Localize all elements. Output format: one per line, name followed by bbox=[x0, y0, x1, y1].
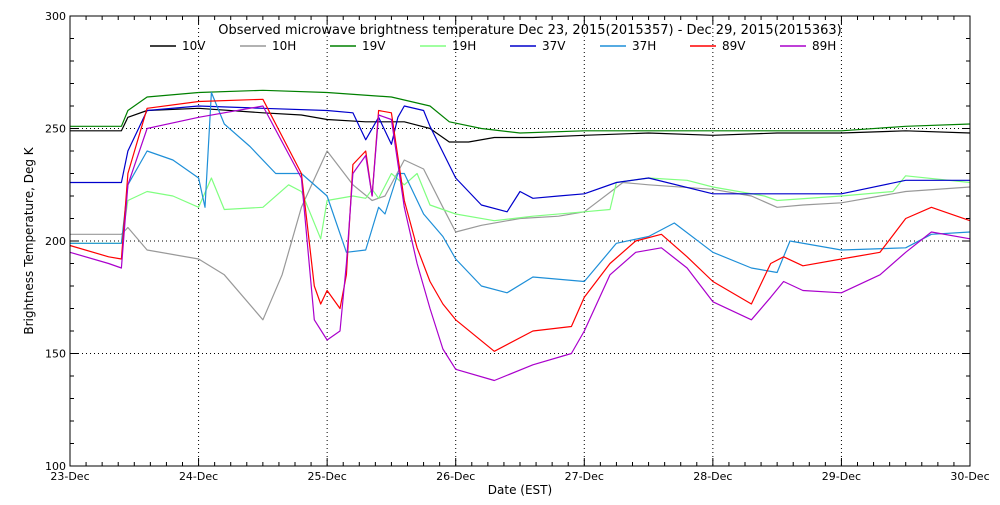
series-line-89h bbox=[69, 105, 971, 382]
series-line-37v bbox=[70, 105, 970, 213]
legend-label-37h: 37H bbox=[632, 39, 656, 53]
x-tick-label: 23-Dec bbox=[50, 470, 89, 483]
x-tick-label: 25-Dec bbox=[308, 470, 347, 483]
series-line-10v bbox=[70, 107, 971, 143]
grid-layer bbox=[70, 16, 970, 466]
series-line-89v bbox=[69, 98, 971, 352]
tick-layer: 100 150 200 250 300 23-Dec 24-Dec 25-Dec 26-Dec 2… bbox=[45, 10, 990, 483]
x-tick-label: 26-Dec bbox=[436, 470, 475, 483]
x-tick-label: 24-Dec bbox=[179, 470, 218, 483]
y-tick-label: 250 bbox=[45, 123, 66, 136]
y-tick-label: 300 bbox=[45, 10, 66, 23]
x-tick-label: 30-Dec bbox=[950, 470, 989, 483]
legend-label-89h: 89H bbox=[812, 39, 836, 53]
x-tick-label: 29-Dec bbox=[822, 470, 861, 483]
legend: 10V 10H 19V 19H 37V 37H 89V 89H bbox=[150, 39, 836, 53]
legend-label-89v: 89V bbox=[722, 39, 746, 53]
legend-label-19v: 19V bbox=[362, 39, 386, 53]
series-line-37h bbox=[70, 91, 971, 294]
x-axis-title: Date (EST) bbox=[488, 483, 552, 497]
legend-label-37v: 37V bbox=[542, 39, 566, 53]
x-tick-label: 27-Dec bbox=[565, 470, 604, 483]
series-line-19v bbox=[70, 89, 971, 134]
y-tick-label: 100 bbox=[45, 460, 66, 473]
series-line-19h bbox=[70, 172, 971, 244]
y-tick-label: 150 bbox=[45, 348, 66, 361]
series-layer bbox=[69, 89, 971, 382]
chart-title: Observed microwave brightness temperatur… bbox=[218, 23, 842, 38]
legend-label-10v: 10V bbox=[182, 39, 206, 53]
y-tick-label: 200 bbox=[45, 235, 66, 248]
legend-label-10h: 10H bbox=[272, 39, 296, 53]
series-line-10h bbox=[70, 150, 971, 321]
legend-label-19h: 19H bbox=[452, 39, 476, 53]
y-axis-title: Brightness Temperature, Deg K bbox=[22, 146, 36, 334]
x-tick-label: 28-Dec bbox=[693, 470, 732, 483]
